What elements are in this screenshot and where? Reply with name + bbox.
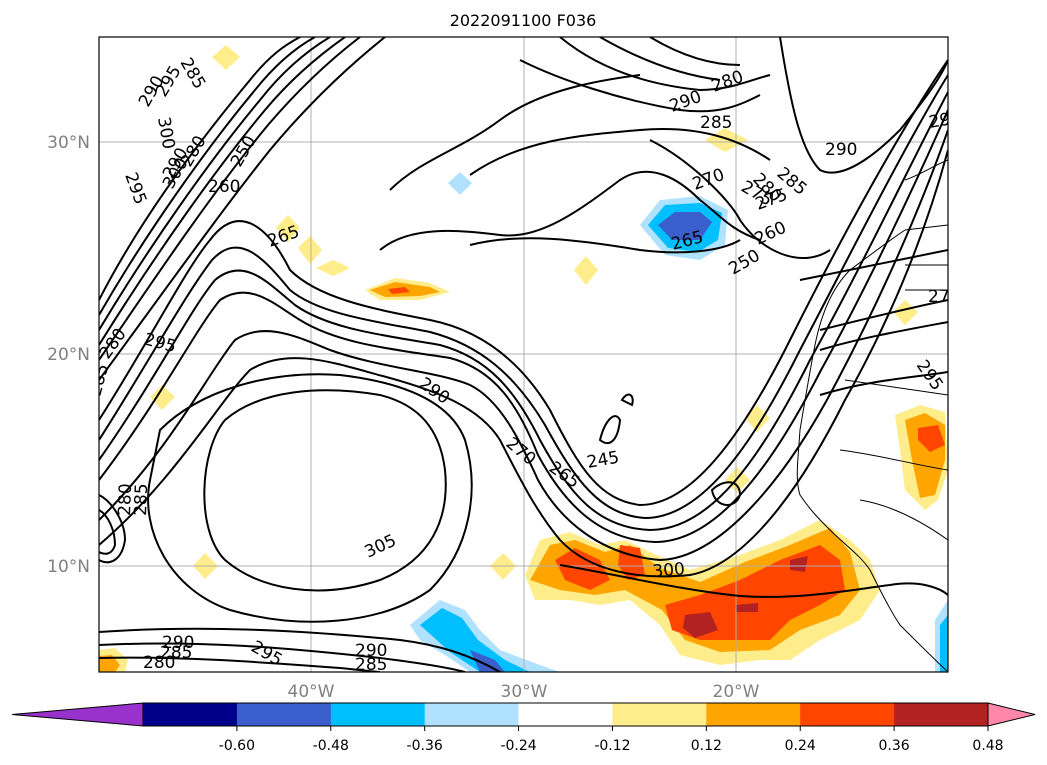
colorbar-bin xyxy=(236,703,332,726)
colorbar-bin xyxy=(143,703,238,726)
graticule xyxy=(99,37,948,672)
colorbar-extend-low xyxy=(11,702,144,727)
map-title: 2022091100 F036 xyxy=(450,11,597,30)
colorbar-tick-label: 0.48 xyxy=(972,738,1003,754)
colorbar-bin xyxy=(424,703,520,726)
colorbar-bin xyxy=(894,703,989,726)
colorbar-bin xyxy=(706,703,801,726)
colorbar-tick-label: 0.36 xyxy=(879,738,910,754)
contour-lines xyxy=(99,37,948,672)
colorbar-tick-label: 0.24 xyxy=(785,738,816,754)
colorbar-frame xyxy=(142,702,989,727)
contour-label: 300 xyxy=(652,559,686,582)
lat-label-20n: 20°N xyxy=(47,345,90,365)
coastline xyxy=(796,159,948,672)
map-frame xyxy=(98,36,949,673)
contour-label: 285 xyxy=(160,643,192,663)
contour-label: 295 xyxy=(927,108,962,133)
contour-label: 285 xyxy=(355,655,387,675)
colorbar-bin xyxy=(330,703,426,726)
latitude-labels: 30°N 20°N 10°N xyxy=(47,133,90,577)
contour-label: 290 xyxy=(355,641,387,661)
colorbar-tick-label: -0.12 xyxy=(594,738,630,754)
lat-label-10n: 10°N xyxy=(47,557,90,577)
contour-label: 290 xyxy=(162,633,194,653)
contour-label: 280 xyxy=(115,483,136,516)
colorbar-bin xyxy=(518,703,613,726)
colorbar-extend-high xyxy=(987,702,1036,727)
contour-label: 285 xyxy=(700,113,732,133)
colorbar: -0.60 -0.48 -0.36 -0.24 -0.12 0.12 0.24 0.36 0.4… xyxy=(11,702,1036,754)
colorbar-tick-label: -0.24 xyxy=(500,738,536,754)
lon-label-40w: 40°W xyxy=(288,682,335,702)
colorbar-tick-label: -0.60 xyxy=(219,738,255,754)
lon-label-20w: 20°W xyxy=(713,682,760,702)
lat-label-30n: 30°N xyxy=(47,133,90,153)
contour-label: 290 xyxy=(825,140,857,160)
map-area: 285 290 295 300 300 295 280 260 265 295 … xyxy=(99,37,962,675)
contour-label: 285 xyxy=(131,483,152,516)
colorbar-bin xyxy=(612,703,707,726)
contour-label: 280 xyxy=(143,653,175,673)
colorbar-tick-label: 0.12 xyxy=(691,738,722,754)
colorbar-tick-label: -0.36 xyxy=(407,738,443,754)
colorbar-bin xyxy=(800,703,895,726)
longitude-labels: 40°W 30°W 20°W xyxy=(288,682,760,702)
contour-label: 27 xyxy=(928,287,950,307)
colorbar-tick-label: -0.48 xyxy=(313,738,349,754)
lon-label-30w: 30°W xyxy=(501,682,548,702)
contour-label: 260 xyxy=(208,177,240,197)
